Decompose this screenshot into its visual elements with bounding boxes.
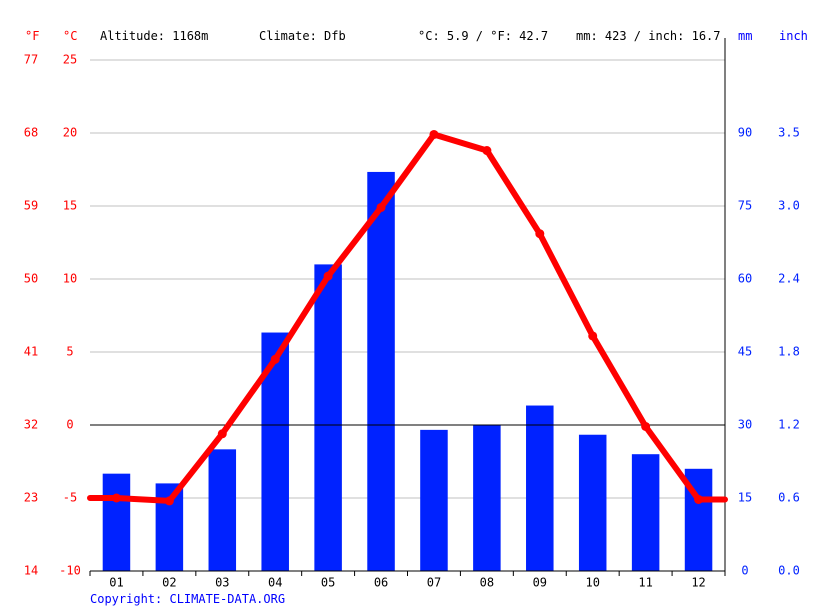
precipitation-bar bbox=[526, 405, 554, 571]
inch-tick-label: 3.5 bbox=[778, 126, 800, 140]
month-tick-label: 06 bbox=[374, 576, 388, 590]
fahrenheit-tick-label: 14 bbox=[24, 564, 38, 578]
month-tick-label: 03 bbox=[215, 576, 229, 590]
precipitation-bar bbox=[208, 449, 237, 571]
fahrenheit-tick-label: 41 bbox=[24, 345, 38, 359]
temperature-average-label: °C: 5.9 / °F: 42.7 bbox=[418, 29, 549, 43]
fahrenheit-unit-label: °F bbox=[25, 29, 40, 43]
month-tick-label: 04 bbox=[268, 576, 282, 590]
temperature-point bbox=[588, 331, 598, 341]
precipitation-total-label: mm: 423 / inch: 16.7 bbox=[576, 29, 721, 43]
temperature-point bbox=[217, 429, 227, 439]
month-tick-label: 09 bbox=[533, 576, 547, 590]
temperature-point bbox=[694, 494, 704, 504]
fahrenheit-tick-label: 32 bbox=[24, 418, 38, 432]
month-tick-label: 10 bbox=[585, 576, 599, 590]
month-tick-label: 11 bbox=[638, 576, 652, 590]
celsius-tick-label: -10 bbox=[59, 564, 81, 578]
month-tick-label: 01 bbox=[109, 576, 123, 590]
celsius-tick-label: 15 bbox=[63, 199, 77, 213]
inch-tick-label: 1.2 bbox=[778, 418, 800, 432]
fahrenheit-tick-label: 68 bbox=[24, 126, 38, 140]
precipitation-bar bbox=[102, 473, 131, 571]
mm-tick-label: 75 bbox=[738, 199, 752, 213]
month-tick-label: 12 bbox=[691, 576, 705, 590]
celsius-tick-label: 20 bbox=[63, 126, 77, 140]
month-tick-label: 08 bbox=[480, 576, 494, 590]
month-tick-label: 07 bbox=[427, 576, 441, 590]
precipitation-bar bbox=[473, 425, 501, 571]
precipitation-bar bbox=[314, 264, 342, 571]
mm-tick-label: 90 bbox=[738, 126, 752, 140]
celsius-tick-label: 10 bbox=[63, 272, 77, 286]
inch-tick-label: 2.4 bbox=[778, 272, 800, 286]
month-tick-label: 05 bbox=[321, 576, 335, 590]
climate-label: Climate: Dfb bbox=[259, 29, 346, 43]
mm-tick-label: 15 bbox=[738, 491, 752, 505]
fahrenheit-tick-label: 59 bbox=[24, 199, 38, 213]
inch-tick-label: 1.8 bbox=[778, 345, 800, 359]
celsius-unit-label: °C bbox=[63, 29, 78, 43]
copyright-label: Copyright: CLIMATE-DATA.ORG bbox=[90, 592, 286, 606]
inch-tick-label: 0.0 bbox=[778, 564, 800, 578]
temperature-point bbox=[111, 493, 121, 503]
inch-tick-label: 0.6 bbox=[778, 491, 800, 505]
temperature-point bbox=[535, 229, 545, 239]
temperature-line bbox=[87, 131, 728, 504]
temperature-point bbox=[164, 496, 174, 506]
fahrenheit-tick-label: 50 bbox=[24, 272, 38, 286]
fahrenheit-tick-label: 77 bbox=[24, 53, 38, 67]
inch-unit-label: inch bbox=[779, 29, 808, 43]
temperature-point bbox=[429, 129, 439, 139]
precipitation-bar bbox=[367, 171, 395, 571]
mm-tick-label: 60 bbox=[738, 272, 752, 286]
fahrenheit-tick-label: 23 bbox=[24, 491, 38, 505]
mm-tick-label: 0 bbox=[741, 564, 748, 578]
celsius-tick-label: 5 bbox=[66, 345, 73, 359]
temperature-point bbox=[270, 354, 280, 364]
mm-tick-label: 45 bbox=[738, 345, 752, 359]
celsius-tick-label: -5 bbox=[63, 491, 77, 505]
temperature-point bbox=[376, 202, 386, 212]
celsius-tick-label: 0 bbox=[66, 418, 73, 432]
mm-tick-label: 30 bbox=[738, 418, 752, 432]
altitude-label: Altitude: 1168m bbox=[100, 29, 209, 43]
precipitation-bar bbox=[420, 429, 448, 571]
precipitation-bar bbox=[631, 454, 660, 571]
precipitation-bar bbox=[578, 434, 607, 571]
inch-tick-label: 3.0 bbox=[778, 199, 800, 213]
temperature-point bbox=[323, 271, 333, 281]
temperature-point bbox=[641, 421, 651, 431]
mm-unit-label: mm bbox=[738, 29, 753, 43]
month-tick-label: 02 bbox=[162, 576, 176, 590]
temperature-point bbox=[482, 146, 492, 156]
celsius-tick-label: 25 bbox=[63, 53, 77, 67]
